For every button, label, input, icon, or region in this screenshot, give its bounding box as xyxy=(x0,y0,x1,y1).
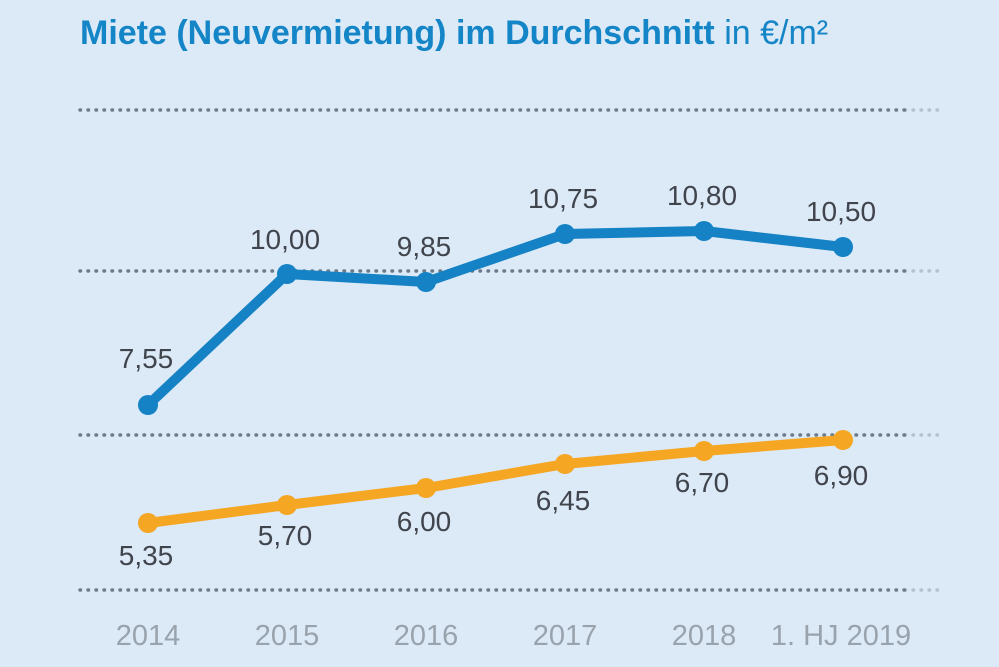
svg-text:2016: 2016 xyxy=(394,620,459,652)
svg-text:2018: 2018 xyxy=(672,620,737,652)
svg-text:10,75: 10,75 xyxy=(528,183,598,214)
svg-text:10,80: 10,80 xyxy=(667,180,737,211)
svg-text:2017: 2017 xyxy=(533,620,598,652)
svg-text:6,45: 6,45 xyxy=(536,485,591,516)
svg-text:6,90: 6,90 xyxy=(814,460,869,491)
svg-text:9,85: 9,85 xyxy=(397,231,452,262)
svg-text:5,35: 5,35 xyxy=(119,540,174,571)
svg-text:1. HJ 2019: 1. HJ 2019 xyxy=(771,620,911,652)
svg-text:7,55: 7,55 xyxy=(119,343,174,374)
svg-text:2014: 2014 xyxy=(116,620,181,652)
svg-text:10,00: 10,00 xyxy=(250,224,320,255)
svg-text:5,70: 5,70 xyxy=(258,520,313,551)
svg-text:10,50: 10,50 xyxy=(806,196,876,227)
svg-text:2015: 2015 xyxy=(255,620,320,652)
svg-text:6,70: 6,70 xyxy=(675,467,730,498)
svg-text:6,00: 6,00 xyxy=(397,506,452,537)
